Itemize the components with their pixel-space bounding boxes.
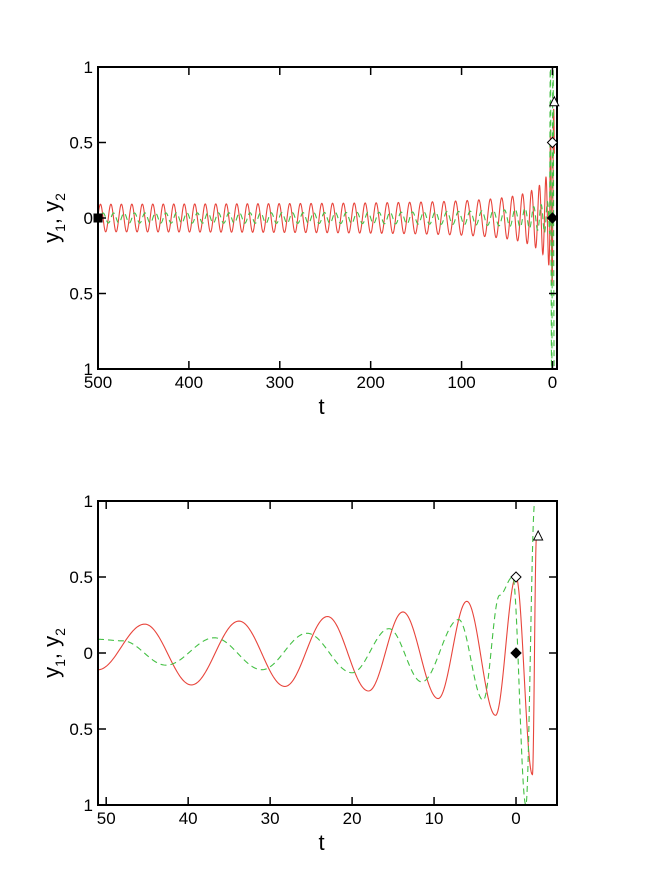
diamond-open-marker [510,571,522,583]
y-axis-title: y1, y2 [39,193,68,243]
x-tick-label: 0 [511,809,520,828]
start-square-marker [93,213,103,223]
triangle-open-marker [532,529,544,541]
y-tick-label: 1 [84,360,93,379]
y-axis-title: y1, y2 [39,628,68,678]
triangle-open-marker [548,95,560,107]
x-tick-label: 50 [97,809,116,828]
y-tick-label: 1 [84,58,93,77]
x-tick-label: 20 [343,809,362,828]
y-tick-label: 1 [84,492,93,511]
series-y1-line [98,535,538,776]
top-panel: 500 400 300 200 100 0 1 0.5 0 0.5 1 t y1, y2 [39,58,560,419]
x-axis-title: t [318,394,324,419]
x-tick-label: 30 [261,809,280,828]
y-tick-label: 0.5 [69,568,93,587]
x-axis-title: t [318,830,324,855]
x-tick-label: 10 [425,809,444,828]
y-tick-label: 0 [84,644,93,663]
x-tick-label: 0 [548,373,557,392]
x-tick-label: 100 [447,373,475,392]
x-tick-label: 200 [356,373,384,392]
x-tick-label: 300 [266,373,294,392]
x-tick-label: 400 [175,373,203,392]
y-tick-label: 0.5 [69,285,93,304]
series-y1-line [98,108,555,285]
y-tick-label: 0 [84,209,93,228]
y-tick-label: 0.5 [69,720,93,739]
series-y2-line [98,501,536,805]
diamond-open-marker [546,136,559,149]
series-y2-line [98,67,555,369]
x-tick-label: 40 [179,809,198,828]
bottom-panel: 50 40 30 20 10 0 1 0.5 0 0.5 1 t y1, y2 [39,492,558,855]
y-tick-label: 0.5 [69,134,93,153]
x-tick-label: 500 [84,373,112,392]
diamond-filled-marker [510,647,522,659]
diamond-filled-marker [546,212,559,224]
y-tick-label: 1 [84,796,93,815]
